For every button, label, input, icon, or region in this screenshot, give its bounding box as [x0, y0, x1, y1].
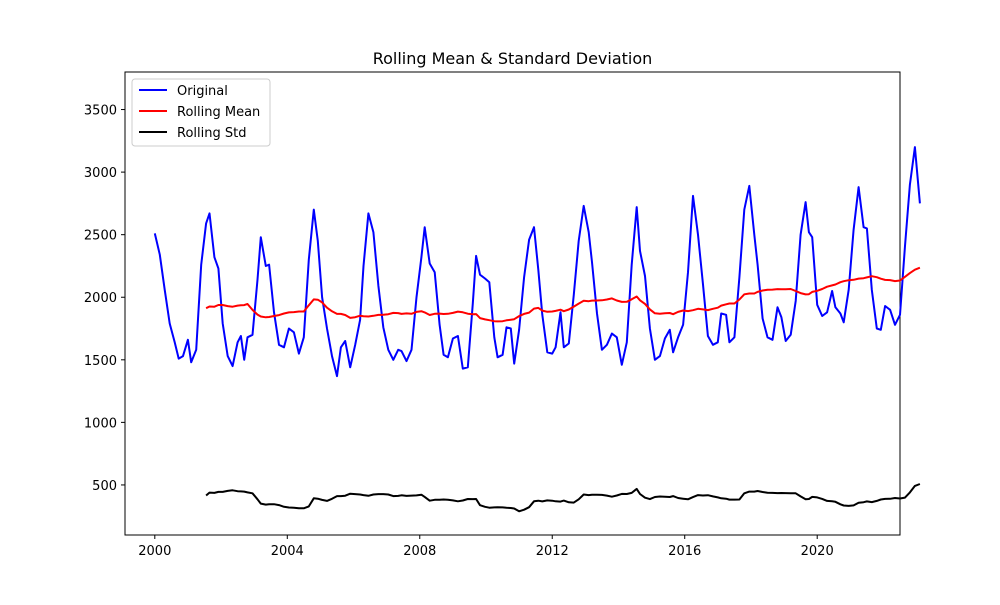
series-original-line	[153, 146, 921, 378]
legend-label-rolling-std: Rolling Std	[177, 126, 246, 141]
x-tick-label: 2000	[138, 544, 171, 559]
legend: Original Rolling Mean Rolling Std	[131, 78, 271, 147]
x-tick-label: 2012	[536, 544, 569, 559]
series-layer	[153, 146, 921, 513]
y-tick-label: 1500	[84, 354, 117, 369]
y-tick-label: 3000	[84, 166, 117, 181]
series-rolling-mean-line	[205, 266, 921, 323]
y-tick-label: 500	[92, 479, 117, 494]
chart-title: Rolling Mean & Standard Deviation	[373, 49, 653, 68]
legend-label-original: Original	[177, 84, 228, 99]
x-tick-label: 2016	[668, 544, 701, 559]
x-tick-label: 2020	[801, 544, 834, 559]
y-tick-label: 3500	[84, 104, 117, 119]
legend-box	[131, 78, 271, 147]
x-axis: 2000 2004 2008 2012 2016 2020	[138, 535, 834, 559]
y-tick-label: 1000	[84, 416, 117, 431]
x-tick-label: 2004	[271, 544, 304, 559]
y-axis: 500 1000 1500 2000 2500 3000 3500	[84, 104, 125, 494]
x-tick-label: 2008	[403, 544, 436, 559]
series-rolling-std-line	[205, 483, 921, 513]
y-tick-label: 2500	[84, 229, 117, 244]
legend-label-rolling-mean: Rolling Mean	[177, 105, 260, 120]
y-tick-label: 2000	[84, 291, 117, 306]
